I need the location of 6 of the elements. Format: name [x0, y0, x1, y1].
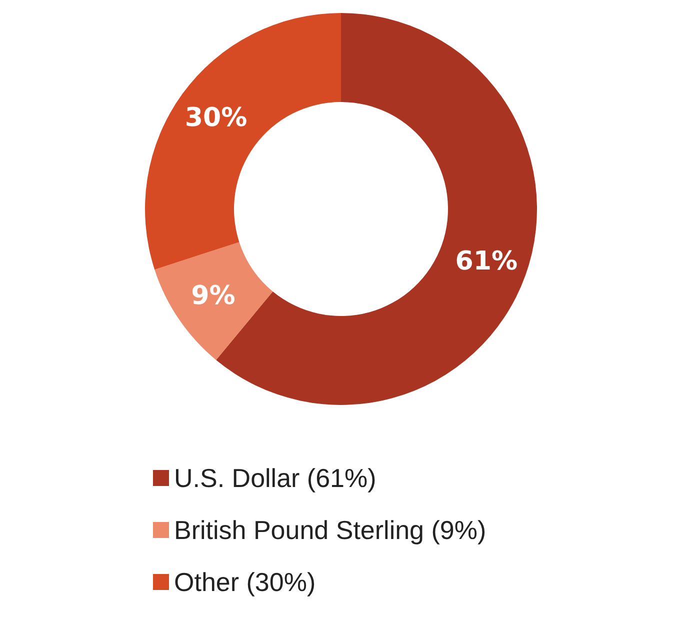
legend-label: British Pound Sterling (9%): [174, 515, 486, 545]
data-label: 30%: [184, 103, 248, 134]
legend-label: U.S. Dollar (61%): [174, 463, 376, 493]
legend-label: Other (30%): [174, 567, 316, 597]
data-label: 9%: [191, 280, 236, 311]
data-label: 61%: [455, 246, 518, 276]
